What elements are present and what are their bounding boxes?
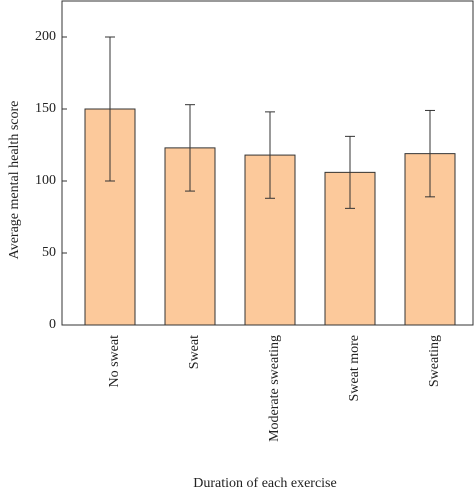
- error-bar: [105, 36, 115, 182]
- y-tick-label: 100: [35, 173, 56, 188]
- error-bar: [185, 104, 195, 192]
- y-tick-label: 200: [35, 29, 56, 44]
- x-tick-label: Sweat more: [347, 335, 362, 401]
- y-tick-label: 150: [35, 101, 56, 116]
- x-axis-title: Duration of each exercise: [193, 476, 336, 491]
- y-tick-label: 0: [49, 317, 56, 332]
- plot-frame: [61, 0, 474, 326]
- x-tick-label: No sweat: [107, 335, 122, 388]
- y-tick-label: 50: [42, 245, 56, 260]
- x-tick-label: Sweat: [187, 335, 202, 369]
- x-tick-label: Moderate sweating: [267, 335, 282, 442]
- error-bar: [425, 109, 435, 198]
- x-tick-label: Sweating: [427, 335, 442, 387]
- error-bar: [265, 111, 275, 199]
- y-axis-title: Average mental health score: [7, 101, 22, 260]
- error-bar: [345, 135, 355, 209]
